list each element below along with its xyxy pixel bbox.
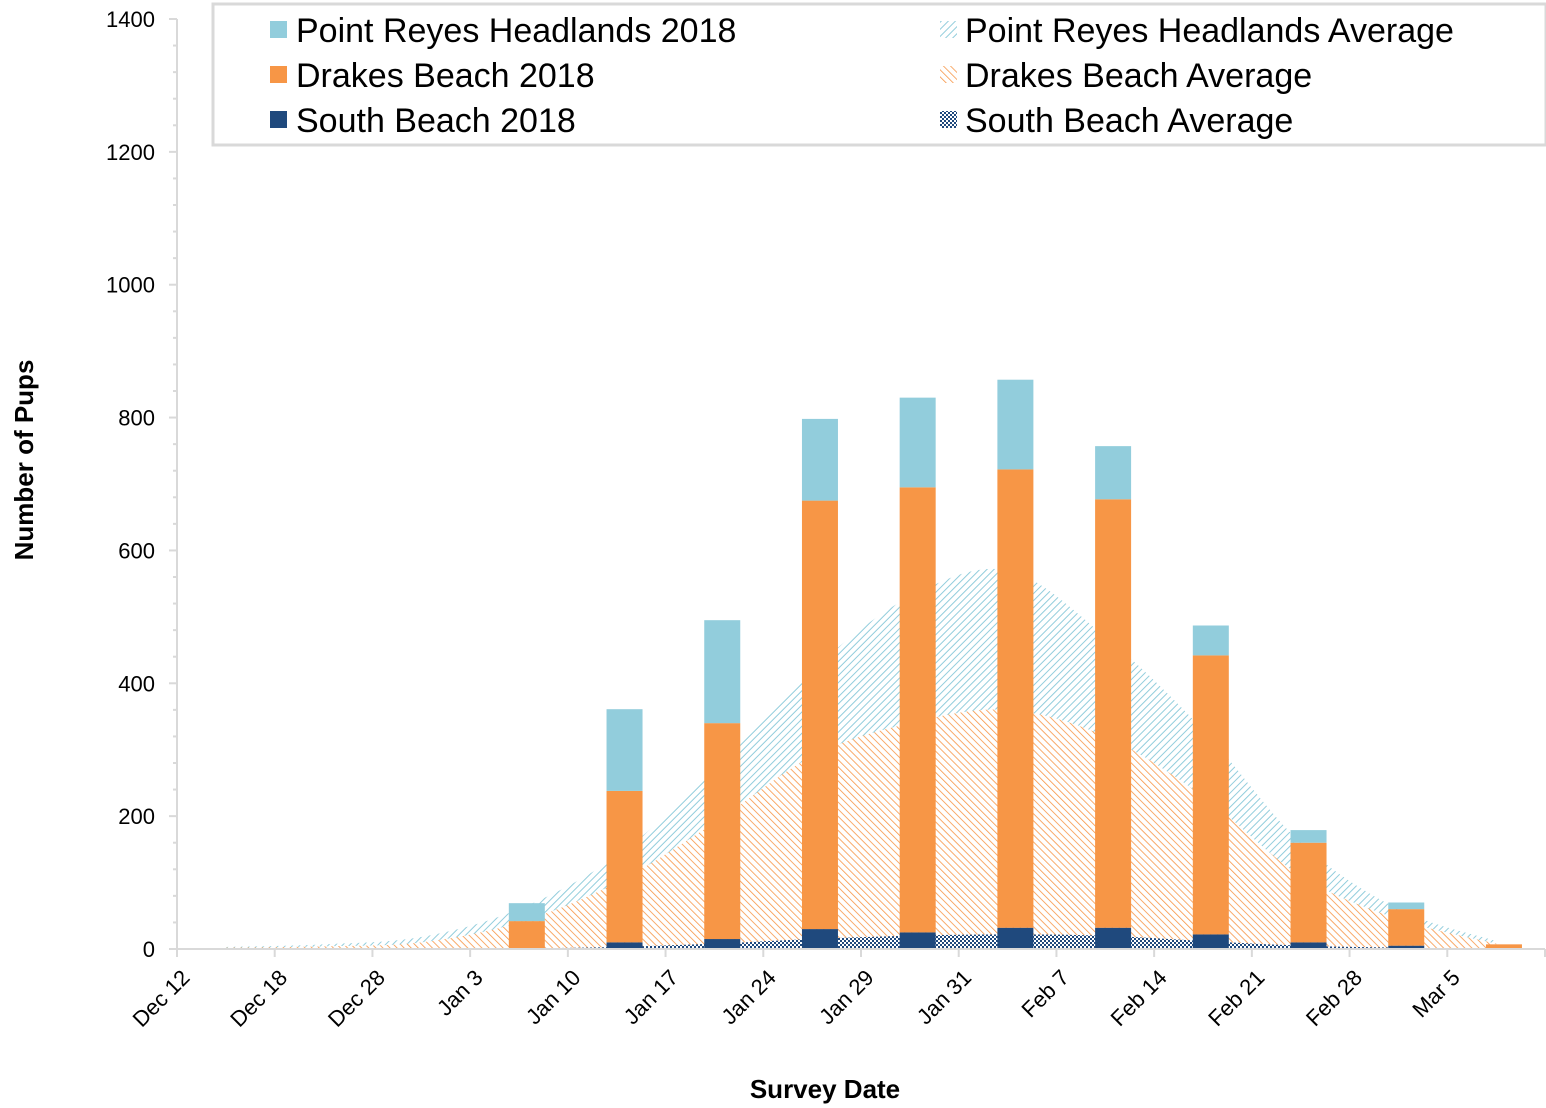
bar-point-reyes-headlands-2018-feb-14 xyxy=(1192,625,1229,656)
bar-south-beach-2018-jan-24 xyxy=(801,929,838,949)
y-tick-label: 600 xyxy=(118,538,155,563)
x-tick-label: Jan 17 xyxy=(619,965,683,1029)
x-tick-label: Jan 10 xyxy=(521,965,585,1029)
bar-south-beach-2018-jan-29 xyxy=(899,932,936,949)
bar-south-beach-2018-jan-10 xyxy=(606,942,643,949)
bar-drakes-beach-2018-jan-10 xyxy=(606,790,643,943)
x-tick-label: Jan 24 xyxy=(716,965,780,1029)
x-tick-label: Feb 28 xyxy=(1301,965,1367,1031)
x-tick-label: Dec 18 xyxy=(225,965,292,1032)
legend-label-point-reyes-2018: Point Reyes Headlands 2018 xyxy=(296,12,736,50)
x-tick-label: Dec 28 xyxy=(323,965,390,1032)
bar-south-beach-2018-jan-17 xyxy=(704,939,741,949)
bar-point-reyes-headlands-2018-feb-7 xyxy=(1095,446,1132,500)
bar-south-beach-2018-feb-7 xyxy=(1095,927,1132,949)
bar-drakes-beach-2018-feb-7 xyxy=(1095,499,1132,928)
y-tick-label: 1400 xyxy=(106,7,155,32)
bar-drakes-beach-2018-jan-29 xyxy=(899,487,936,933)
bar-drakes-beach-2018-feb-21 xyxy=(1290,842,1327,943)
x-tick-label: Jan 3 xyxy=(432,965,488,1021)
bar-point-reyes-headlands-2018-jan-17 xyxy=(704,620,741,724)
average-areas xyxy=(225,568,1497,949)
bar-point-reyes-headlands-2018-jan-24 xyxy=(801,418,838,501)
legend-swatch-point-reyes-2018 xyxy=(270,21,287,38)
bar-drakes-beach-2018-jan-17 xyxy=(704,723,741,940)
legend-label-drakes-2018: Drakes Beach 2018 xyxy=(296,57,595,95)
x-axis-title: Survey Date xyxy=(750,1074,900,1104)
y-tick-label: 0 xyxy=(143,937,155,962)
bar-point-reyes-headlands-2018-jan-29 xyxy=(899,397,936,488)
y-tick-label: 800 xyxy=(118,406,155,431)
x-tick-label: Feb 14 xyxy=(1106,965,1172,1031)
bar-south-beach-2018-feb-21 xyxy=(1290,942,1327,949)
legend-label-south-2018: South Beach 2018 xyxy=(296,102,576,140)
bar-drakes-beach-2018-feb-28 xyxy=(1388,909,1425,946)
bar-point-reyes-headlands-2018-feb-28 xyxy=(1388,902,1425,910)
legend-swatch-drakes-2018 xyxy=(270,66,287,83)
bar-drakes-beach-2018-jan-31 xyxy=(997,469,1034,928)
x-tick-label: Feb 21 xyxy=(1203,965,1269,1031)
bar-drakes-beach-2018-jan-3 xyxy=(508,921,545,949)
legend-box xyxy=(211,2,1546,147)
legend-swatch-south-average xyxy=(940,111,957,128)
x-tick-label: Mar 5 xyxy=(1407,965,1464,1022)
y-tick-label: 1200 xyxy=(106,140,155,165)
legend-swatch-drakes-average xyxy=(940,66,957,83)
legend-label-south-average: South Beach Average xyxy=(965,102,1293,140)
bar-point-reyes-headlands-2018-feb-21 xyxy=(1290,830,1327,843)
bar-point-reyes-headlands-2018-jan-31 xyxy=(997,379,1034,470)
bar-point-reyes-headlands-2018-jan-10 xyxy=(606,709,643,791)
bar-south-beach-2018-feb-14 xyxy=(1192,934,1229,949)
bar-south-beach-2018-jan-31 xyxy=(997,927,1034,949)
bar-drakes-beach-2018-mar-5 xyxy=(1485,944,1522,949)
x-tick-label: Dec 12 xyxy=(128,965,195,1032)
legend-swatch-point-reyes-average xyxy=(940,21,957,38)
legend-swatch-south-2018 xyxy=(270,111,287,128)
x-tick-label: Feb 7 xyxy=(1017,965,1074,1022)
legend-label-point-reyes-average: Point Reyes Headlands Average xyxy=(965,12,1454,50)
bar-point-reyes-headlands-2018-jan-3 xyxy=(508,903,545,922)
y-tick-label: 400 xyxy=(118,671,155,696)
bar-south-beach-2018-feb-28 xyxy=(1388,945,1425,949)
y-axis-title: Number of Pups xyxy=(9,360,39,561)
bar-drakes-beach-2018-jan-24 xyxy=(801,500,838,930)
stacked-bars xyxy=(508,379,1522,949)
y-tick-label: 200 xyxy=(118,804,155,829)
x-tick-label: Jan 29 xyxy=(814,965,878,1029)
legend: Point Reyes Headlands 2018 Drakes Beach … xyxy=(211,2,1546,147)
area-drakes-beach-average xyxy=(225,709,1497,949)
area-south-beach-average xyxy=(225,934,1497,949)
bar-drakes-beach-2018-feb-14 xyxy=(1192,655,1229,935)
y-tick-label: 1000 xyxy=(106,273,155,298)
x-tick-label: Jan 31 xyxy=(912,965,976,1029)
legend-label-drakes-average: Drakes Beach Average xyxy=(965,57,1312,95)
